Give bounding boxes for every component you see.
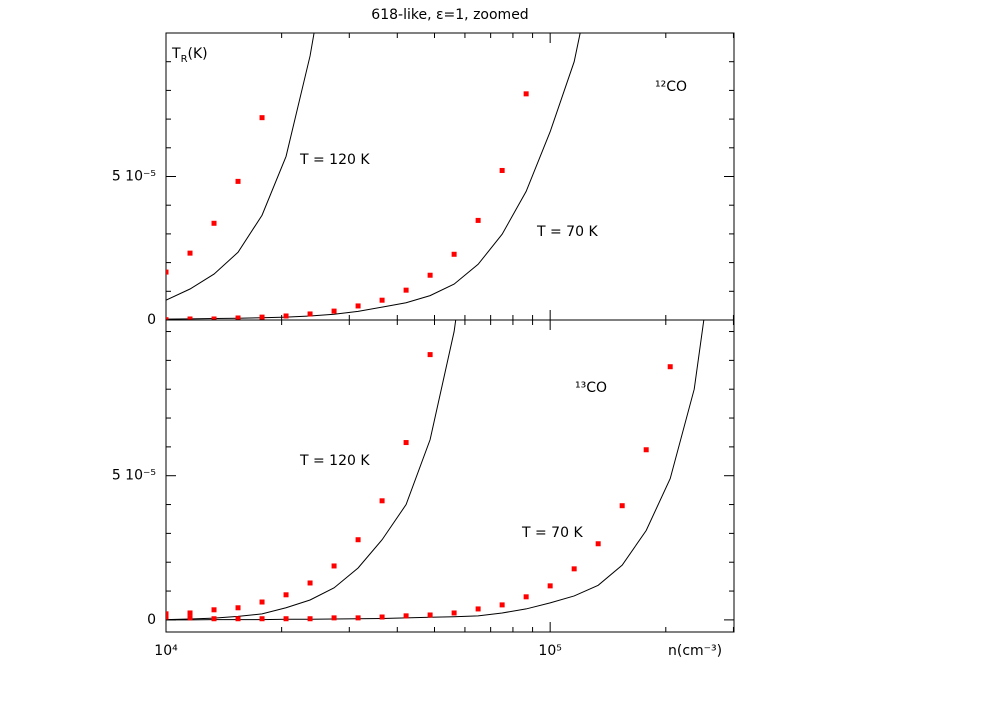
- point: [187, 316, 193, 320]
- point: [235, 605, 241, 611]
- plot-area: [166, 33, 581, 320]
- point: [166, 317, 169, 320]
- point: [307, 580, 313, 586]
- point: [235, 315, 241, 320]
- point: [307, 616, 313, 622]
- point: [259, 616, 265, 622]
- annotation: T = 120 K: [299, 453, 370, 469]
- point: [403, 287, 409, 293]
- point: [427, 272, 433, 278]
- point: [499, 602, 505, 608]
- curve: [166, 33, 315, 301]
- y-tick-label: 5 10⁻⁵: [112, 169, 156, 185]
- point: [355, 303, 361, 309]
- curve: [166, 320, 457, 621]
- point: [259, 599, 265, 605]
- point: [307, 311, 313, 317]
- point: [379, 498, 385, 504]
- point: [379, 297, 385, 303]
- point: [331, 308, 337, 314]
- y-label-sub: R: [181, 54, 188, 65]
- y-tick-label: 0: [147, 612, 156, 628]
- y-tick-label: 5 10⁻⁵: [112, 468, 156, 484]
- point: [235, 178, 241, 184]
- plot-area: [166, 320, 705, 622]
- point: [283, 592, 289, 598]
- point: [187, 610, 193, 616]
- point: [403, 440, 409, 446]
- annotation: ¹²CO: [655, 79, 687, 95]
- annotation: ¹³CO: [575, 380, 607, 396]
- annotation: T = 70 K: [521, 525, 583, 541]
- point: [187, 615, 193, 621]
- point: [451, 610, 457, 616]
- annotation: T = 120 K: [299, 152, 370, 168]
- point: [523, 594, 529, 600]
- point: [451, 251, 457, 257]
- point: [283, 313, 289, 319]
- point: [595, 541, 601, 547]
- point: [166, 269, 169, 275]
- point: [355, 615, 361, 621]
- annotation: T = 70 K: [536, 224, 598, 240]
- x-tick-label: 10⁴: [154, 643, 178, 659]
- y-label-unit: (K): [188, 46, 208, 62]
- point: [379, 614, 385, 620]
- chart-title: 618-like, ε=1, zoomed: [371, 7, 528, 23]
- point: [259, 115, 265, 121]
- curve: [166, 33, 581, 320]
- x-tick-label: 10⁵: [538, 643, 561, 659]
- plot-frame: [165, 319, 735, 633]
- point: [475, 217, 481, 223]
- point: [403, 613, 409, 619]
- point: [475, 606, 481, 612]
- curve: [166, 320, 705, 621]
- point: [211, 316, 217, 320]
- point: [547, 583, 553, 589]
- point: [667, 364, 673, 370]
- point: [211, 220, 217, 226]
- point: [211, 616, 217, 622]
- point: [523, 91, 529, 97]
- point: [355, 537, 361, 543]
- x-axis-label: n(cm⁻³): [668, 643, 722, 659]
- y-axis-label: TR(K): [171, 46, 208, 65]
- y-tick-label: 0: [147, 312, 156, 328]
- point: [331, 615, 337, 621]
- point: [166, 611, 169, 617]
- point: [211, 607, 217, 613]
- point: [187, 250, 193, 256]
- point: [619, 503, 625, 509]
- point: [499, 167, 505, 173]
- point: [571, 566, 577, 572]
- point: [259, 314, 265, 320]
- point: [235, 616, 241, 622]
- point: [427, 352, 433, 358]
- plot-frame: [165, 32, 735, 321]
- point: [427, 612, 433, 618]
- point: [331, 563, 337, 569]
- y-label-main: T: [171, 46, 181, 62]
- point: [283, 616, 289, 622]
- point: [166, 614, 169, 620]
- point: [643, 447, 649, 453]
